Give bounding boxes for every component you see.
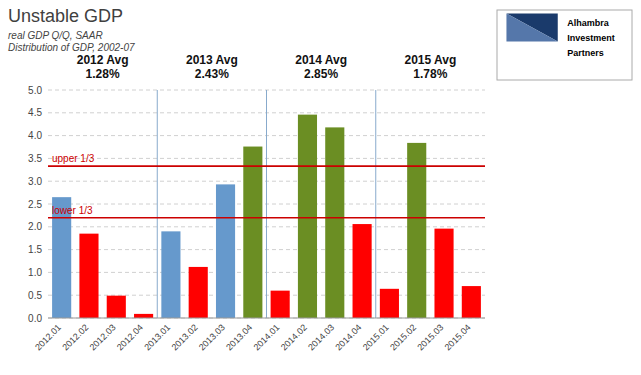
bar xyxy=(134,314,153,318)
bar xyxy=(462,286,481,318)
subtitle: real GDP Q/Q, SAARDistribution of GDP, 2… xyxy=(8,30,135,53)
x-tick-label: 2013.04 xyxy=(224,322,254,352)
x-tick-label: 2013.02 xyxy=(170,322,200,352)
bar xyxy=(243,147,262,318)
x-tick-label: 2014.02 xyxy=(279,322,309,352)
reference-lines xyxy=(48,166,485,218)
bar xyxy=(407,143,426,318)
x-tick-label: 2015.04 xyxy=(443,322,473,352)
reference-label: lower 1/3 xyxy=(52,205,93,216)
bar xyxy=(79,234,98,318)
year-dividers xyxy=(157,90,376,318)
bar xyxy=(353,224,372,318)
year-annotation-line: 2014 Avg xyxy=(295,53,347,67)
x-tick-label: 2015.01 xyxy=(361,322,391,352)
bar xyxy=(107,296,126,318)
x-tick-label: 2015.03 xyxy=(415,322,445,352)
bar xyxy=(271,291,290,318)
y-tick-label: 4.0 xyxy=(28,130,42,141)
year-divider xyxy=(266,90,267,318)
subtitle-line: real GDP Q/Q, SAAR xyxy=(8,30,103,41)
x-tick-label: 2013.01 xyxy=(142,322,172,352)
year-annotation-line: 2015 Avg xyxy=(404,53,456,67)
reference-line xyxy=(48,165,485,167)
year-annotation: 2014 Avg2.85% xyxy=(295,53,347,81)
y-tick-label: 1.5 xyxy=(28,244,42,255)
bar xyxy=(189,267,208,318)
y-tick-label: 5.0 xyxy=(28,85,42,96)
x-tick-label: 2012.02 xyxy=(60,322,90,352)
y-tick-label: 2.5 xyxy=(28,199,42,210)
y-tick-label: 4.5 xyxy=(28,107,42,118)
x-tick-label: 2013.03 xyxy=(197,322,227,352)
year-divider xyxy=(375,90,376,318)
title: Unstable GDP xyxy=(8,6,123,26)
bar xyxy=(216,184,235,318)
subtitle-line: Distribution of GDP, 2002-07 xyxy=(8,42,135,53)
x-tick-label: 2014.04 xyxy=(333,322,363,352)
bar xyxy=(434,229,453,318)
x-axis xyxy=(48,318,485,319)
year-annotation-line: 1.78% xyxy=(413,67,447,81)
y-tick-label: 3.5 xyxy=(28,153,42,164)
logo-box xyxy=(497,10,632,80)
bar xyxy=(380,289,399,318)
grid xyxy=(48,90,485,318)
x-tick-label: 2015.02 xyxy=(388,322,418,352)
bar xyxy=(298,115,317,318)
year-annotation-line: 1.28% xyxy=(86,67,120,81)
y-tick-label: 3.0 xyxy=(28,176,42,187)
logo-shape xyxy=(506,14,557,42)
x-tick-label: 2014.03 xyxy=(306,322,336,352)
year-annotation: 2012 Avg1.28% xyxy=(77,53,129,81)
reference-label: upper 1/3 xyxy=(52,153,95,164)
x-tick-label: 2014.01 xyxy=(251,322,281,352)
year-annotation-line: 2.43% xyxy=(195,67,229,81)
logo-text: Alhambra xyxy=(567,18,610,28)
logo-shape xyxy=(506,14,557,42)
y-tick-label: 1.0 xyxy=(28,267,42,278)
year-annotation: 2015 Avg1.78% xyxy=(404,53,456,81)
logo-text: Partners xyxy=(567,48,604,58)
y-tick-label: 0.5 xyxy=(28,290,42,301)
x-tick-label: 2012.04 xyxy=(115,322,145,352)
chart: 0.0 0.5 1.0 1.5 2.0 2.5 3.0 3.5 4.0 4.5 5.0 2012 Av… xyxy=(0,0,641,375)
logo-text: Investment xyxy=(567,33,615,43)
logo: Alhambra Investment Partners xyxy=(497,10,632,80)
x-tick-label: 2012.01 xyxy=(33,322,63,352)
year-annotation: 2013 Avg2.43% xyxy=(186,53,238,81)
y-tick-label: 2.0 xyxy=(28,221,42,232)
year-divider xyxy=(157,90,158,318)
grid-line xyxy=(48,318,485,319)
bar xyxy=(161,231,180,318)
year-annotation-line: 2013 Avg xyxy=(186,53,238,67)
x-tick-label: 2012.03 xyxy=(88,322,118,352)
year-annotation-line: 2012 Avg xyxy=(77,53,129,67)
bar xyxy=(325,127,344,318)
reference-line xyxy=(48,217,485,219)
y-tick-label: 0.0 xyxy=(28,313,42,324)
year-annotation-line: 2.85% xyxy=(304,67,338,81)
